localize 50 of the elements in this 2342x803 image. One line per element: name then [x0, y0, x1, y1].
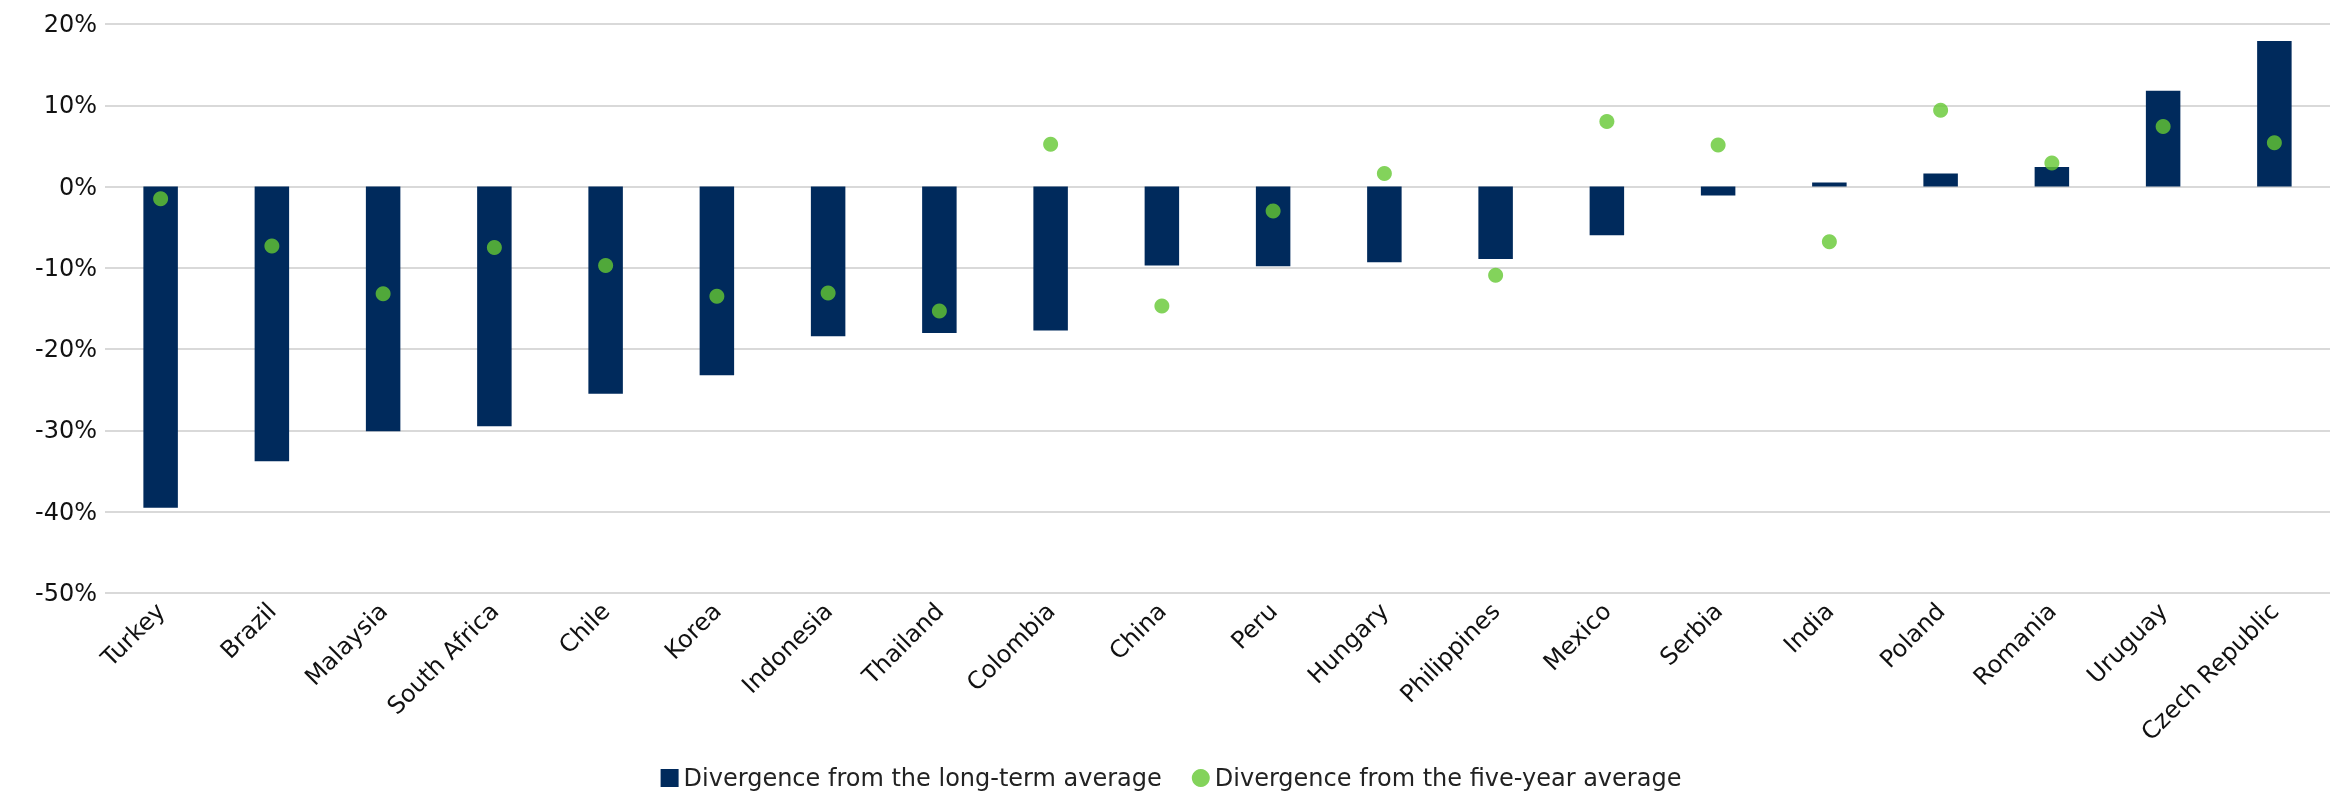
bar — [1589, 186, 1625, 236]
point — [264, 238, 280, 254]
point — [1710, 137, 1726, 153]
y-tick-label: -20% — [34, 335, 97, 364]
bar — [143, 186, 178, 508]
point — [486, 240, 502, 256]
bar — [922, 186, 957, 333]
point — [153, 191, 169, 207]
point — [1488, 267, 1504, 283]
y-tick-label: -10% — [34, 253, 97, 282]
point — [1821, 234, 1837, 250]
bar — [1478, 186, 1513, 259]
point — [1933, 102, 1949, 118]
point — [1599, 114, 1615, 130]
point — [1376, 166, 1392, 182]
bar — [1144, 186, 1180, 266]
point — [1043, 136, 1059, 152]
bar — [254, 186, 290, 462]
y-tick-label: 10% — [43, 91, 97, 120]
bar — [588, 186, 623, 394]
y-tick-label: -30% — [34, 416, 97, 445]
bar — [2257, 41, 2292, 187]
y-tick-label: 0% — [58, 172, 97, 201]
legend-label: Divergence from the five-year average — [1214, 764, 1682, 792]
bar — [1033, 186, 1068, 331]
bar — [1812, 182, 1847, 187]
bar — [2034, 167, 2070, 187]
point — [2044, 155, 2060, 171]
point — [931, 303, 947, 319]
point — [598, 257, 614, 273]
point — [1154, 298, 1170, 314]
point — [2155, 118, 2171, 134]
point — [2266, 135, 2282, 151]
y-tick-label: 20% — [43, 10, 97, 38]
bar — [810, 186, 846, 337]
point — [375, 286, 391, 302]
bar — [477, 186, 512, 427]
bar — [365, 186, 401, 432]
y-tick-label: -50% — [34, 579, 97, 607]
point — [709, 288, 725, 304]
bar — [1367, 186, 1402, 263]
legend-label: Divergence from the long-term average — [683, 764, 1162, 792]
bar — [1923, 173, 1958, 187]
y-tick-label: -40% — [34, 497, 97, 526]
bar — [699, 186, 735, 376]
bar — [1700, 186, 1736, 196]
bar — [2145, 90, 2181, 187]
point — [1265, 203, 1281, 219]
bar — [1255, 186, 1291, 267]
point — [820, 285, 836, 301]
